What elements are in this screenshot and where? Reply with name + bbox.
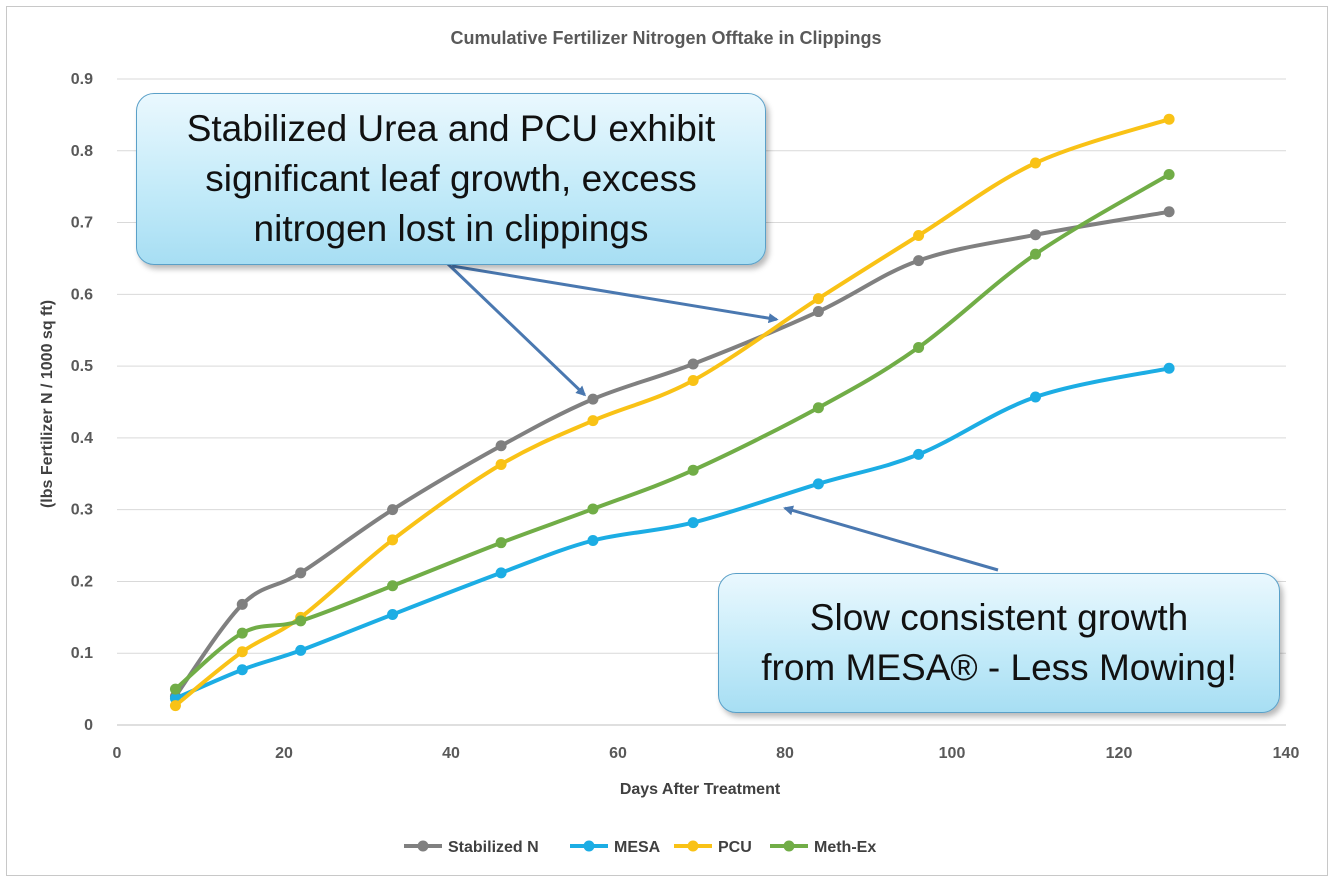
- data-point: [169, 683, 181, 695]
- data-point: [812, 478, 824, 490]
- data-point: [687, 374, 699, 386]
- data-point: [236, 664, 248, 676]
- legend-swatch-marker: [583, 840, 595, 852]
- legend-label: MESA: [614, 839, 661, 856]
- legend-item-meth-ex: Meth-Ex: [770, 839, 876, 856]
- data-point: [295, 567, 307, 579]
- data-point: [1030, 391, 1041, 403]
- series-stabilized-n: [169, 206, 1175, 702]
- data-point: [587, 503, 599, 515]
- y-tick-label: 0.5: [71, 358, 93, 375]
- series-meth-ex: [169, 168, 1175, 695]
- x-tick-label: 140: [1273, 745, 1300, 762]
- x-tick-label: 80: [776, 745, 794, 762]
- data-point: [1163, 206, 1175, 218]
- data-point: [1030, 229, 1041, 241]
- data-point: [1163, 113, 1175, 125]
- series-layer: [169, 113, 1175, 712]
- legend-label: Stabilized N: [448, 839, 539, 856]
- callout-arrow: [783, 505, 999, 572]
- chart-title: Cumulative Fertilizer Nitrogen Offtake i…: [450, 28, 881, 48]
- y-tick-label: 0.4: [71, 430, 93, 447]
- callout-arrow: [451, 264, 779, 324]
- y-axis-ticks: 0 0.1 0.2 0.3 0.4 0.5 0.6 0.7 0.8 0.9: [71, 71, 93, 734]
- annotation-line: Stabilized Urea and PCU exhibit: [186, 108, 716, 149]
- data-point: [169, 700, 181, 712]
- annotation-callout-mesa: Slow consistent growth from MESA® - Less…: [718, 573, 1280, 713]
- y-tick-label: 0.6: [71, 286, 93, 303]
- annotation-text: Slow consistent growth from MESA® - Less…: [761, 593, 1237, 693]
- annotation-callout-stabilized-pcu: Stabilized Urea and PCU exhibit signific…: [136, 93, 766, 265]
- data-point: [687, 517, 699, 529]
- data-point: [295, 615, 307, 627]
- x-tick-label: 60: [609, 745, 627, 762]
- legend-swatch-marker: [687, 840, 699, 852]
- y-tick-label: 0.7: [71, 215, 93, 232]
- y-tick-label: 0.1: [71, 645, 93, 662]
- legend-swatch-marker: [783, 840, 795, 852]
- data-point: [1163, 168, 1175, 180]
- x-axis-title: Days After Treatment: [620, 781, 781, 798]
- legend-item-mesa: MESA: [570, 839, 661, 856]
- data-point: [236, 646, 248, 658]
- data-point: [812, 293, 824, 305]
- y-tick-label: 0.8: [71, 143, 93, 160]
- x-tick-label: 120: [1106, 745, 1133, 762]
- data-point: [812, 402, 824, 414]
- data-point: [495, 567, 507, 579]
- annotation-text: Stabilized Urea and PCU exhibit signific…: [187, 104, 716, 254]
- legend-label: Meth-Ex: [814, 839, 876, 856]
- y-tick-label: 0: [84, 717, 93, 734]
- data-point: [587, 535, 599, 547]
- annotation-line: nitrogen lost in clippings: [253, 208, 649, 249]
- legend-item-pcu: PCU: [674, 839, 752, 856]
- data-point: [812, 306, 824, 318]
- x-tick-label: 100: [939, 745, 966, 762]
- data-point: [913, 341, 925, 353]
- data-point: [387, 534, 399, 546]
- legend-swatch-marker: [417, 840, 429, 852]
- x-tick-label: 20: [275, 745, 293, 762]
- annotation-line: Slow consistent growth: [809, 597, 1189, 638]
- data-point: [1163, 362, 1175, 374]
- data-point: [236, 598, 248, 610]
- data-point: [387, 608, 399, 620]
- y-axis-title: (lbs Fertilizer N / 1000 sq ft): [39, 300, 56, 508]
- y-tick-label: 0.9: [71, 71, 93, 88]
- data-point: [913, 229, 925, 241]
- x-tick-label: 40: [442, 745, 460, 762]
- callout-arrow: [446, 262, 587, 397]
- data-point: [387, 504, 399, 516]
- x-axis-ticks: 0 20 40 60 80 100 120 140: [113, 745, 1300, 762]
- data-point: [587, 393, 599, 405]
- data-point: [236, 627, 248, 639]
- data-point: [495, 537, 507, 549]
- data-point: [295, 644, 307, 656]
- legend-label: PCU: [718, 839, 752, 856]
- data-point: [913, 255, 925, 267]
- data-point: [687, 464, 699, 476]
- data-point: [913, 448, 925, 460]
- data-point: [1030, 157, 1041, 169]
- y-tick-label: 0.2: [71, 573, 93, 590]
- legend: Stabilized N MESA PCU Meth-Ex: [404, 839, 876, 856]
- data-point: [687, 358, 699, 370]
- data-point: [1030, 248, 1041, 260]
- data-point: [495, 440, 507, 452]
- y-tick-label: 0.3: [71, 502, 93, 519]
- data-point: [495, 458, 507, 470]
- annotation-line: significant leaf growth, excess: [205, 158, 697, 199]
- x-tick-label: 0: [113, 745, 122, 762]
- legend-item-stabilized-n: Stabilized N: [404, 839, 539, 856]
- data-point: [587, 415, 599, 427]
- annotation-line: from MESA® - Less Mowing!: [761, 647, 1237, 688]
- data-point: [387, 580, 399, 592]
